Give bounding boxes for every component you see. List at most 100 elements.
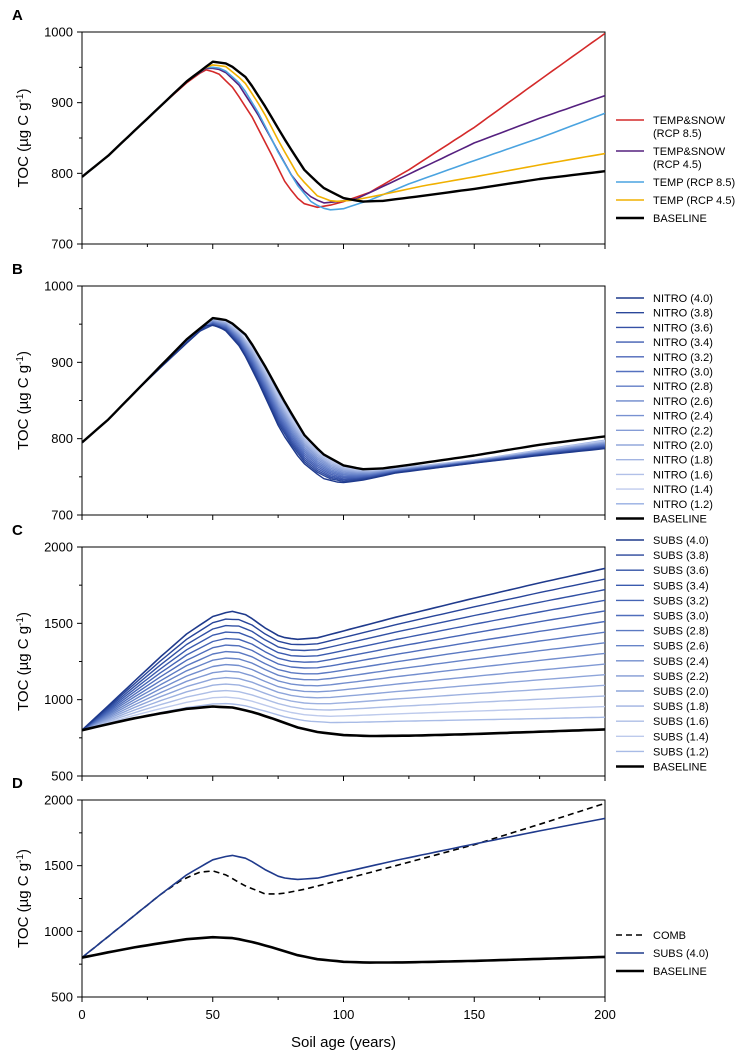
series-line-baseline — [82, 705, 605, 738]
legend-label: SUBS (4.0) — [653, 948, 709, 960]
y-tick-label: 700 — [51, 508, 73, 523]
legend-label: SUBS (2.4) — [653, 656, 709, 668]
series-line-nitro-3-8- — [82, 324, 605, 483]
y-tick-label: 2000 — [44, 540, 73, 555]
legend-label: SUBS (4.0) — [653, 535, 709, 547]
legend-label: BASELINE — [653, 213, 707, 225]
legend-label: NITRO (1.4) — [653, 484, 713, 496]
legend-label: NITRO (4.0) — [653, 293, 713, 305]
legend-label: SUBS (3.0) — [653, 611, 709, 623]
series-line-subs-2-2- — [82, 663, 605, 731]
y-tick-label: 900 — [51, 355, 73, 370]
y-tick-label: 500 — [51, 769, 73, 784]
y-axis-title: TOC (µg C g-1) — [15, 612, 33, 711]
legend-label: NITRO (2.0) — [653, 440, 713, 452]
legend-label: NITRO (3.4) — [653, 337, 713, 349]
series-line-nitro-2-0- — [82, 320, 605, 474]
plot-frame-d — [81, 799, 606, 998]
series-line-nitro-1-6- — [82, 319, 605, 472]
series-line-subs-1-2- — [82, 702, 605, 731]
legend-label: SUBS (1.6) — [653, 716, 709, 728]
legend-label: NITRO (3.8) — [653, 308, 713, 320]
panel-letter-d: D — [12, 775, 23, 792]
y-tick-label: 1000 — [44, 279, 73, 294]
legend-label: BASELINE — [653, 514, 707, 526]
series-line-subs-4-0- — [82, 817, 605, 959]
legend-label: (RCP 8.5) — [653, 128, 702, 140]
series-line-subs-1-8- — [82, 683, 605, 731]
legend-label: SUBS (1.4) — [653, 731, 709, 743]
series-line-nitro-2-4- — [82, 321, 605, 475]
y-tick-label: 800 — [51, 166, 73, 181]
y-tick-label: 500 — [51, 990, 73, 1005]
x-axis-title: Soil age (years) — [291, 1034, 396, 1051]
legend-label: NITRO (1.2) — [653, 499, 713, 511]
y-axis-title: TOC (µg C g-1) — [15, 849, 33, 948]
series-line-baseline — [82, 60, 605, 203]
series-line-subs-2-8- — [82, 631, 605, 731]
legend-label: TEMP (RCP 8.5) — [653, 177, 735, 189]
series-line-baseline — [82, 935, 605, 964]
legend-label: SUBS (2.6) — [653, 641, 709, 653]
x-tick-label: 100 — [333, 1007, 355, 1022]
series-line-baseline — [82, 316, 605, 471]
y-tick-label: 900 — [51, 95, 73, 110]
legend-label: SUBS (3.2) — [653, 595, 709, 607]
x-tick-label: 50 — [206, 1007, 220, 1022]
series-line-nitro-2-2- — [82, 320, 605, 474]
series-line-temp-snow-rcp-4-5- — [82, 67, 605, 204]
series-line-subs-2-0- — [82, 674, 605, 731]
y-tick-label: 1000 — [44, 25, 73, 40]
series-line-nitro-1-8- — [82, 319, 605, 473]
plot-frame-a — [81, 31, 606, 245]
y-tick-label: 1000 — [44, 924, 73, 939]
series-line-comb — [82, 802, 605, 959]
legend-label: NITRO (2.2) — [653, 425, 713, 437]
legend-label: SUBS (2.0) — [653, 686, 709, 698]
x-tick-label: 0 — [78, 1007, 85, 1022]
legend-label: NITRO (2.4) — [653, 411, 713, 423]
panel-letter-b: B — [12, 261, 23, 278]
series-line-subs-3-6- — [82, 588, 605, 731]
panel-letter-c: C — [12, 522, 23, 539]
y-tick-label: 800 — [51, 431, 73, 446]
panel-letter-a: A — [12, 7, 23, 24]
legend-label: COMB — [653, 930, 686, 942]
x-tick-label: 150 — [463, 1007, 485, 1022]
legend-label: BASELINE — [653, 966, 707, 978]
series-line-subs-2-6- — [82, 642, 605, 731]
legend-label: SUBS (3.6) — [653, 565, 709, 577]
y-tick-label: 1500 — [44, 616, 73, 631]
series-line-subs-3-0- — [82, 620, 605, 731]
legend-label: TEMP&SNOW — [653, 146, 726, 158]
series-line-subs-4-0- — [82, 567, 605, 731]
y-axis-title: TOC (µg C g-1) — [15, 351, 33, 450]
legend-label: NITRO (3.0) — [653, 367, 713, 379]
series-line-subs-3-4- — [82, 599, 605, 731]
legend-label: NITRO (3.2) — [653, 352, 713, 364]
series-line-subs-1-6- — [82, 689, 605, 731]
legend-label: NITRO (1.6) — [653, 469, 713, 481]
legend-label: TEMP&SNOW — [653, 115, 726, 127]
legend-label: SUBS (1.8) — [653, 701, 709, 713]
legend-label: (RCP 4.5) — [653, 159, 702, 171]
series-line-subs-1-4- — [82, 696, 605, 731]
y-tick-label: 1500 — [44, 858, 73, 873]
legend-label: SUBS (3.4) — [653, 580, 709, 592]
legend-label: NITRO (3.6) — [653, 322, 713, 334]
series-line-subs-3-8- — [82, 578, 605, 731]
legend-label: NITRO (1.8) — [653, 455, 713, 467]
legend-label: BASELINE — [653, 762, 707, 774]
series-line-nitro-4-0- — [82, 324, 605, 484]
legend-label: SUBS (2.2) — [653, 671, 709, 683]
legend-label: SUBS (2.8) — [653, 626, 709, 638]
series-line-subs-3-2- — [82, 610, 605, 731]
legend-label: NITRO (2.6) — [653, 396, 713, 408]
y-tick-label: 2000 — [44, 793, 73, 808]
y-tick-label: 700 — [51, 237, 73, 252]
legend-label: NITRO (2.8) — [653, 381, 713, 393]
legend-label: TEMP (RCP 4.5) — [653, 195, 735, 207]
series-line-subs-2-4- — [82, 652, 605, 731]
x-tick-label: 200 — [594, 1007, 616, 1022]
